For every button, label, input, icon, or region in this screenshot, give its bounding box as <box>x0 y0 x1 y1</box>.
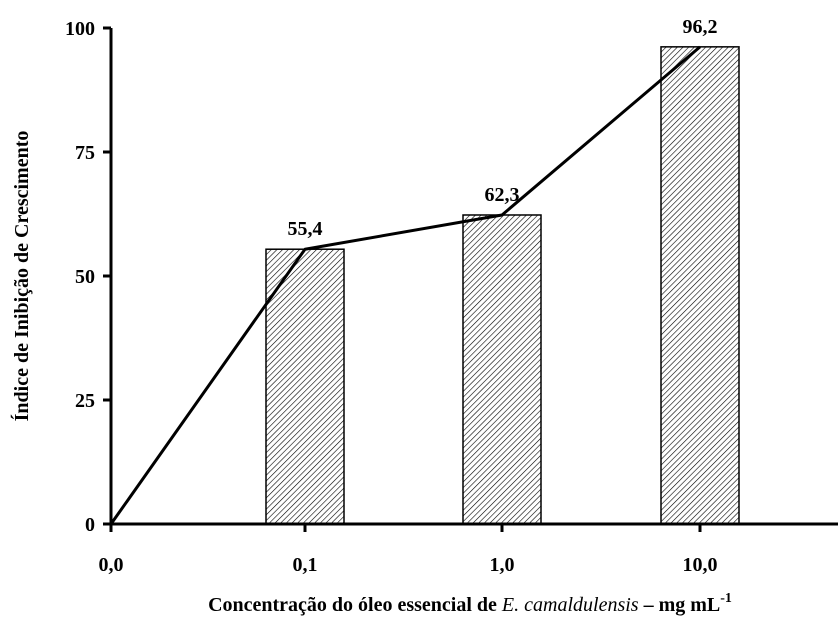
bar-value-label: 55,4 <box>288 218 323 240</box>
x-tick-label: 0,1 <box>293 554 318 576</box>
y-tick-label: 0 <box>85 514 95 536</box>
x-tick-label: 10,0 <box>683 554 718 576</box>
bar <box>265 248 345 525</box>
y-tick-label: 50 <box>75 266 95 288</box>
x-tick-label: 1,0 <box>490 554 515 576</box>
y-ticks-group: 0 25 50 75 100 <box>65 18 111 536</box>
x-axis-title: Concentração do óleo essencial de E. cam… <box>208 591 732 616</box>
bar <box>660 46 740 525</box>
y-tick-label: 25 <box>75 390 95 412</box>
x-axis-title-superscript: -1 <box>720 591 732 606</box>
bars-group <box>265 46 740 525</box>
x-ticks-group: 0,0 0,1 1,0 10,0 <box>99 524 718 576</box>
x-axis-title-unit: – mg mL <box>639 594 721 616</box>
bar-value-label: 62,3 <box>485 184 520 206</box>
x-axis-title-species: E. camaldulensis <box>501 594 639 616</box>
x-axis-title-part1: Concentração do óleo essencial de <box>208 594 502 616</box>
trend-line-group <box>109 45 701 525</box>
bar <box>462 214 542 525</box>
y-axis-title: Índice de Inibição de Crescimento <box>10 131 33 422</box>
data-labels-group: 55,4 62,3 96,2 <box>288 16 718 240</box>
y-tick-label: 100 <box>65 18 95 40</box>
trend-line <box>109 45 701 525</box>
bar-value-label: 96,2 <box>683 16 718 38</box>
x-tick-label: 0,0 <box>99 554 124 576</box>
y-tick-label: 75 <box>75 142 95 164</box>
